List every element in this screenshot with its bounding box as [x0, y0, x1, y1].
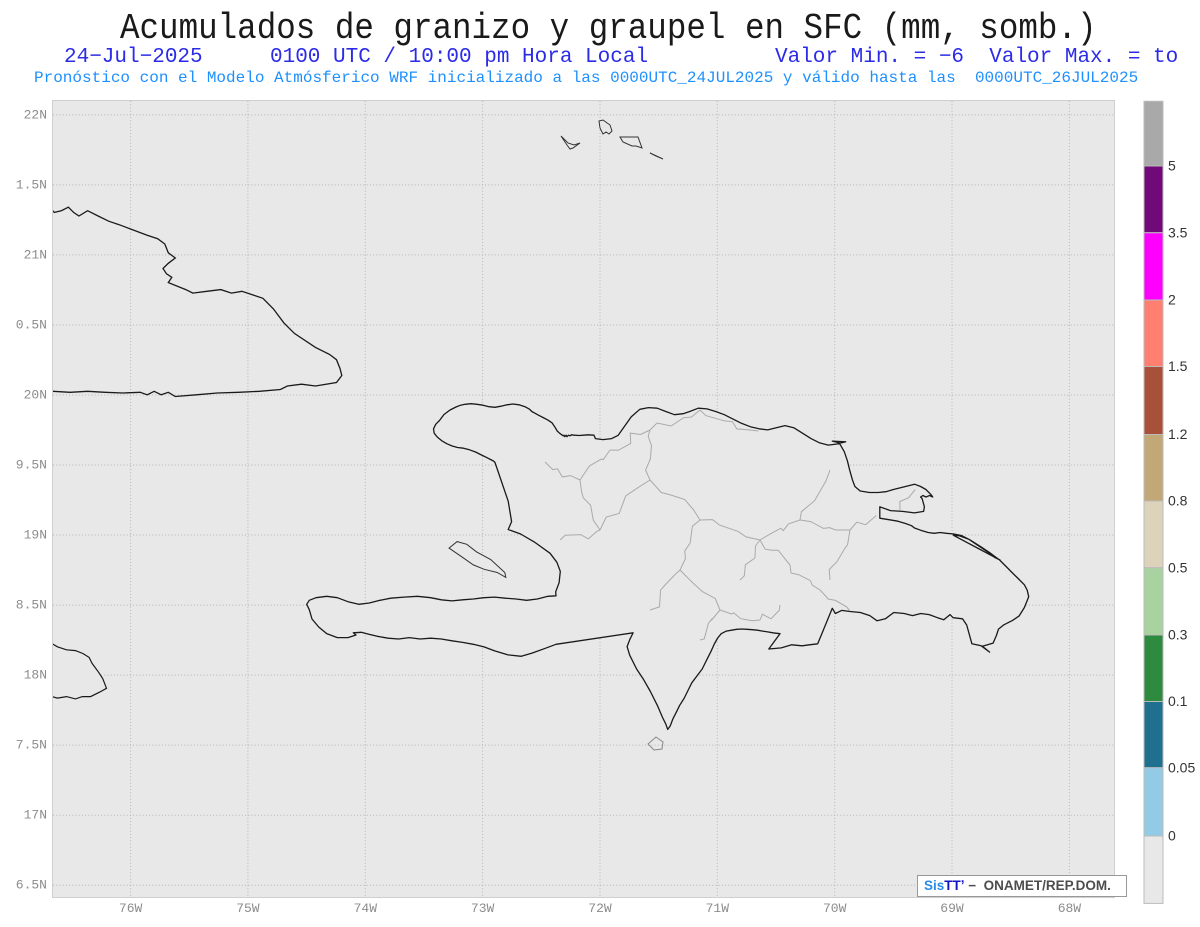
svg-text:2: 2 — [1168, 292, 1176, 308]
svg-text:0: 0 — [1168, 828, 1176, 844]
svg-text:1.5: 1.5 — [1168, 358, 1188, 374]
svg-text:0.5: 0.5 — [1168, 559, 1188, 575]
svg-text:0.05: 0.05 — [1168, 759, 1195, 775]
svg-text:0.1: 0.1 — [1168, 693, 1188, 709]
svg-text:0.3: 0.3 — [1168, 627, 1188, 643]
svg-text:5: 5 — [1168, 158, 1176, 174]
svg-text:0.8: 0.8 — [1168, 493, 1188, 509]
svg-text:3.5: 3.5 — [1168, 224, 1188, 240]
svg-text:1.2: 1.2 — [1168, 426, 1188, 442]
